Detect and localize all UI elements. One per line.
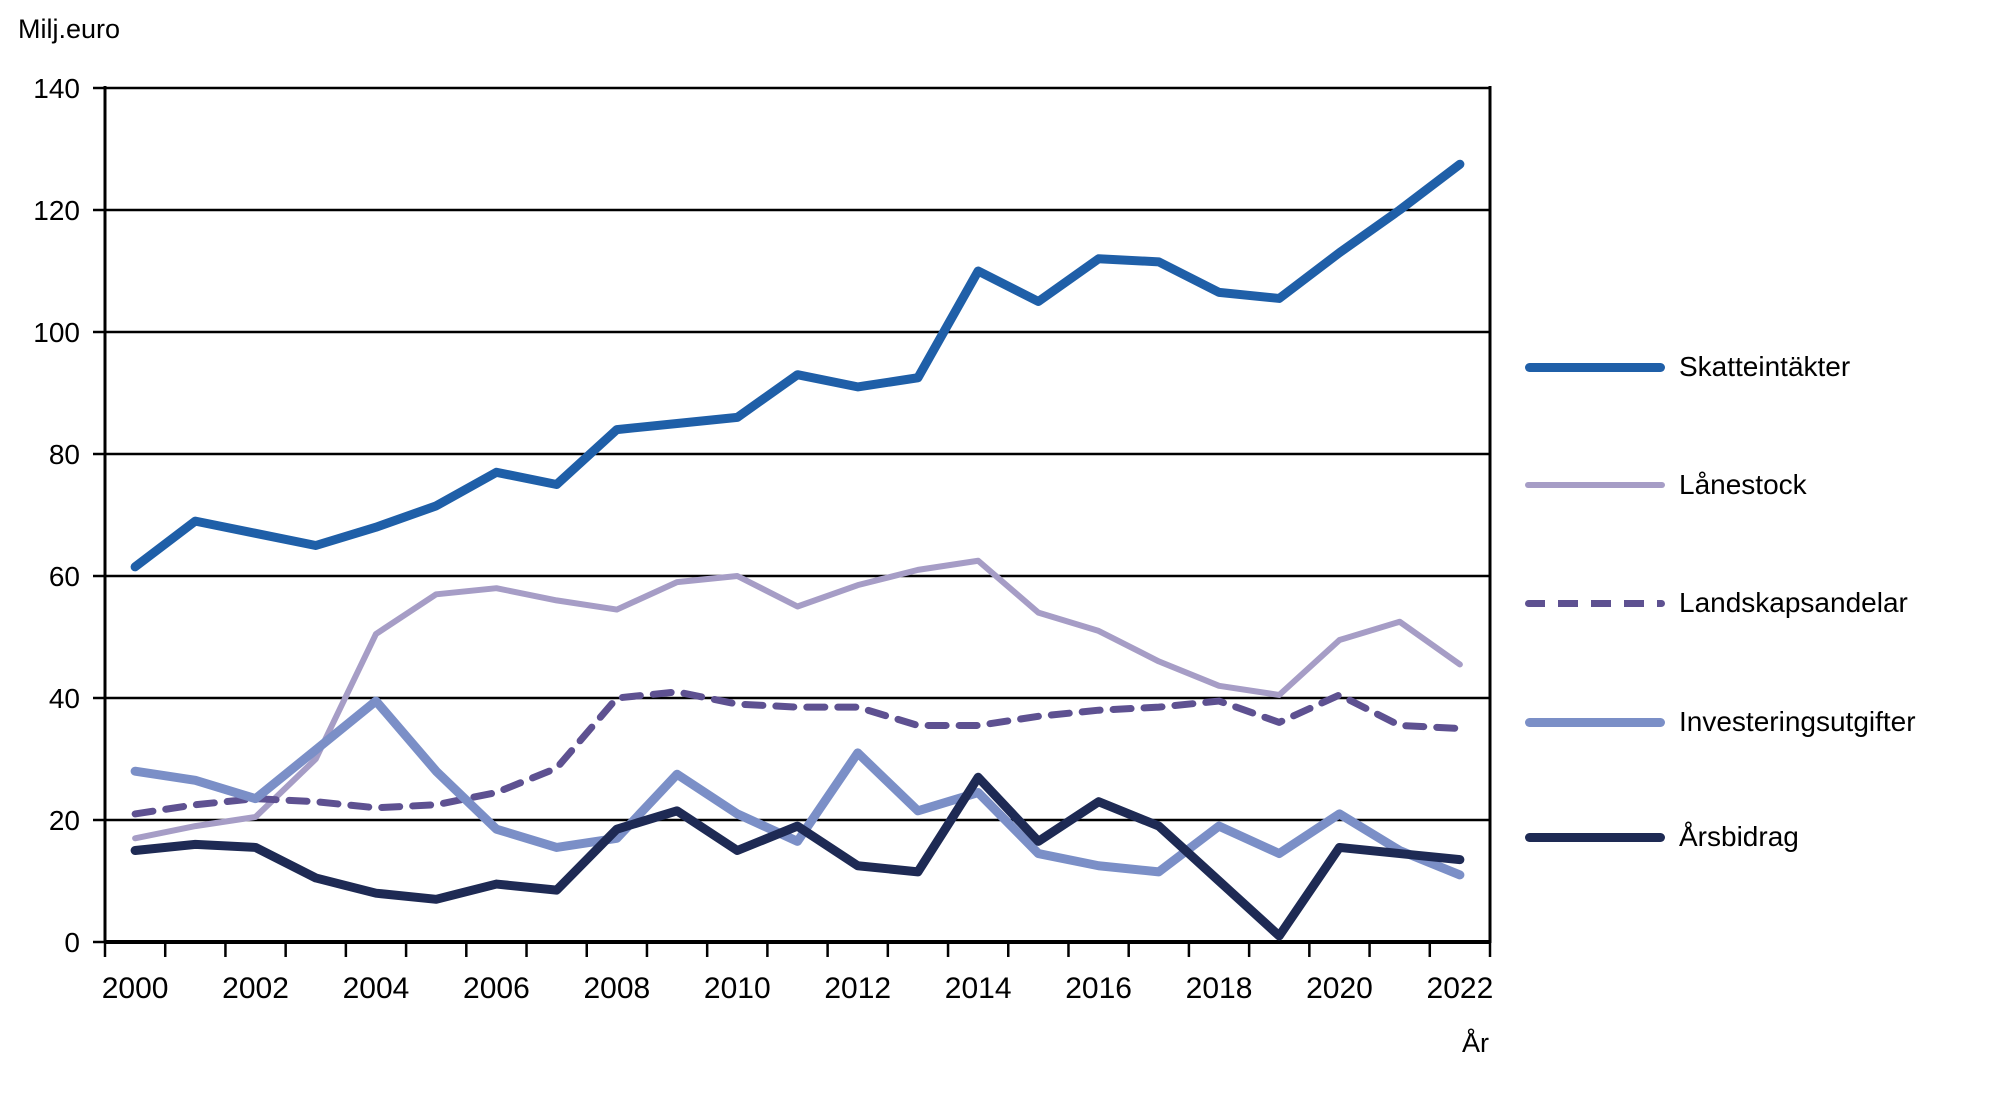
legend-swatch-arsbidrag: [1525, 832, 1665, 842]
legend: Skatteintäkter Lånestock Landskapsandela…: [1525, 0, 1995, 1099]
legend-label-skatteintakter: Skatteintäkter: [1679, 351, 1851, 382]
x-tick-label-2004: 2004: [343, 972, 410, 1005]
legend-item-skatteintakter: Skatteintäkter: [1525, 347, 1850, 387]
x-tick-label-2014: 2014: [945, 972, 1012, 1005]
x-tick-label-2012: 2012: [824, 972, 891, 1005]
x-tick-label-2018: 2018: [1186, 972, 1253, 1005]
legend-label-investeringsutgifter: Investeringsutgifter: [1679, 706, 1916, 737]
legend-label-landskapsandelar: Landskapsandelar: [1679, 587, 1908, 618]
x-tick-label-2016: 2016: [1065, 972, 1132, 1005]
y-tick-label-100: 100: [33, 317, 80, 348]
x-axis-title: År: [1462, 1028, 1489, 1058]
legend-label-lanestock: Lånestock: [1679, 469, 1807, 500]
x-tick-label-2022: 2022: [1427, 972, 1494, 1005]
legend-swatch-landskapsandelar: [1525, 599, 1665, 607]
legend-swatch-investeringsutgifter: [1525, 717, 1665, 727]
legend-item-lanestock: Lånestock: [1525, 465, 1807, 505]
y-tick-label-120: 120: [33, 195, 80, 226]
x-tick-label-2020: 2020: [1306, 972, 1373, 1005]
y-tick-label-140: 140: [33, 73, 80, 104]
legend-item-investeringsutgifter: Investeringsutgifter: [1525, 702, 1916, 742]
series-line-0-skatteintkter: [130, 159, 1465, 572]
legend-label-arsbidrag: Årsbidrag: [1679, 821, 1799, 852]
y-tick-label-0: 0: [64, 927, 80, 958]
x-tick-label-2000: 2000: [102, 972, 169, 1005]
series-line-3-investeringsutgifter: [130, 696, 1465, 880]
x-tick-label-2006: 2006: [463, 972, 530, 1005]
series-line-2-landskapsandelar: [131, 688, 1464, 818]
x-tick-label-2002: 2002: [222, 972, 289, 1005]
y-tick-label-40: 40: [49, 683, 80, 714]
y-tick-label-80: 80: [49, 439, 80, 470]
x-tick-label-2010: 2010: [704, 972, 771, 1005]
y-axis-title: Milj.euro: [18, 14, 121, 44]
y-tick-label-20: 20: [49, 805, 80, 836]
legend-swatch-lanestock: [1525, 482, 1665, 488]
y-tick-label-60: 60: [49, 561, 80, 592]
series-line-4-rsbidrag: [130, 772, 1465, 941]
series-line-1-lnestock: [132, 557, 1463, 842]
legend-item-landskapsandelar: Landskapsandelar: [1525, 583, 1908, 623]
legend-swatch-skatteintakter: [1525, 362, 1665, 372]
legend-item-arsbidrag: Årsbidrag: [1525, 817, 1799, 857]
x-tick-label-2008: 2008: [583, 972, 650, 1005]
